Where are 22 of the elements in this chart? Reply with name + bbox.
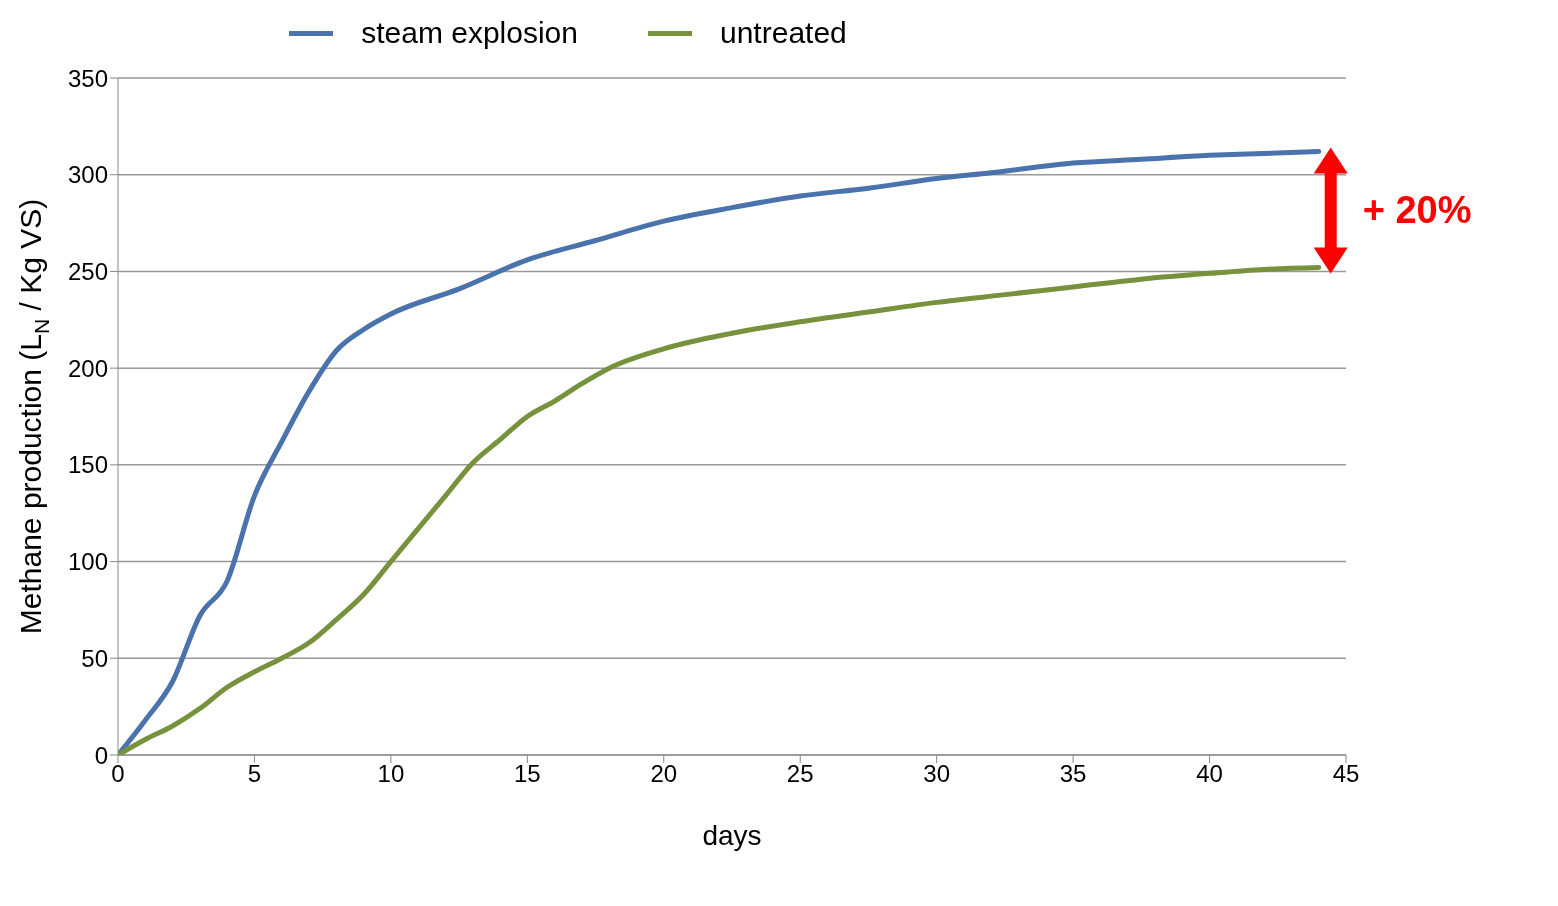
legend-label: steam explosion [361, 16, 578, 50]
y-tick-label: 300 [67, 161, 108, 189]
y-tick-label: 250 [67, 257, 108, 285]
x-tick-label: 20 [650, 760, 678, 788]
x-tick-label: 40 [1196, 760, 1223, 788]
y-tick-label: 0 [94, 741, 108, 769]
y-tick-label: 350 [67, 64, 108, 92]
y-tick-label: 50 [81, 644, 108, 672]
x-tick-label: 10 [377, 760, 405, 788]
x-tick-label: 5 [247, 760, 262, 788]
x-tick-label: 35 [1059, 760, 1087, 788]
x-tick-label: 15 [513, 760, 541, 788]
text: + 20% [1362, 188, 1472, 232]
x-tick-label: 45 [1332, 760, 1360, 788]
x-tick-label: 30 [923, 760, 951, 788]
x-tick-label: 0 [111, 760, 125, 788]
y-tick-label: 150 [67, 451, 108, 479]
y-tick-label: 200 [67, 354, 108, 382]
x-axis-title: days [702, 820, 762, 851]
legend-label: untreated [720, 16, 847, 50]
y-tick-label: 100 [67, 548, 108, 576]
x-tick-label: 25 [786, 760, 814, 788]
